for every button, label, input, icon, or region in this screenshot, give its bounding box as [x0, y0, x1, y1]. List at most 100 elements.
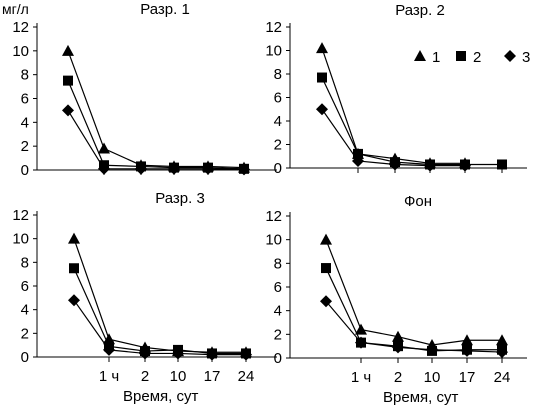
y-tick-label: 0	[274, 350, 282, 367]
y-tick-label: 10	[12, 231, 29, 248]
legend-marker-square	[456, 51, 466, 61]
series-line	[321, 77, 502, 166]
y-tick-label: 4	[21, 302, 29, 319]
data-point-diamond	[168, 162, 180, 175]
legend-marker-triangle	[414, 50, 426, 61]
data-point-diamond	[496, 346, 508, 359]
series-line	[73, 299, 246, 356]
data-point-square	[321, 263, 331, 274]
series-line	[67, 80, 245, 170]
data-point-diamond	[62, 104, 74, 117]
data-point-diamond	[392, 341, 404, 354]
data-point-diamond	[316, 103, 328, 116]
data-point-triangle	[320, 233, 332, 245]
data-point-diamond	[459, 159, 471, 172]
data-point-diamond	[389, 158, 401, 171]
y-tick-label: 6	[21, 278, 29, 295]
series-line	[67, 50, 245, 169]
data-point-diamond	[424, 159, 436, 172]
data-point-triangle	[316, 42, 328, 54]
x-tick-label: 17	[459, 369, 476, 386]
data-point-diamond	[352, 154, 364, 167]
y-tick-label: 4	[274, 303, 282, 320]
x-axis-title: Время, сут	[123, 388, 198, 405]
y-tick-label: 8	[274, 255, 282, 272]
data-point-triangle	[98, 142, 110, 154]
x-tick-label: 2	[141, 368, 149, 385]
legend-label: 1	[432, 49, 440, 66]
series-line	[321, 47, 465, 164]
data-point-diamond	[426, 343, 438, 356]
chart-panel: Разр. 1 0 2 4 6 8 10 12	[12, 1, 277, 179]
data-point-diamond	[240, 348, 252, 361]
y-tick-label: 6	[21, 91, 29, 108]
y-tick-label: 2	[274, 137, 282, 154]
data-point-triangle	[392, 330, 404, 342]
y-tick-label: 0	[21, 349, 29, 366]
y-tick-label: 8	[21, 254, 29, 271]
x-axis-title: Время, сут	[383, 389, 458, 406]
data-point-square	[63, 75, 73, 86]
x-tick-label: 24	[238, 368, 255, 385]
x-tick-label: 10	[170, 368, 187, 385]
data-point-triangle	[62, 44, 74, 56]
series-line	[325, 300, 503, 353]
data-point-square	[317, 72, 327, 83]
data-point-diamond	[135, 162, 147, 175]
y-tick-label: 0	[21, 162, 29, 179]
y-tick-label: 10	[12, 43, 29, 60]
data-point-diamond	[206, 348, 218, 361]
x-tick-label: 1 ч	[99, 368, 119, 385]
y-tick-label: 4	[21, 114, 29, 131]
data-point-square	[353, 148, 363, 159]
data-point-triangle	[355, 323, 367, 335]
data-point-diamond	[103, 343, 115, 356]
data-point-diamond	[320, 295, 332, 308]
series-line	[73, 268, 246, 355]
data-point-diamond	[202, 162, 214, 175]
data-point-triangle	[461, 334, 473, 346]
panel-title: Фон	[404, 193, 432, 210]
y-tick-label: 12	[12, 207, 29, 224]
panel-title: Разр. 3	[155, 190, 205, 207]
data-point-diamond	[238, 163, 250, 176]
x-tick-label: 17	[204, 368, 221, 385]
x-tick-label: 1 ч	[351, 369, 371, 386]
y-tick-label: 10	[265, 43, 282, 60]
y-tick-label: 2	[274, 326, 282, 343]
legend-label: 3	[522, 49, 530, 66]
y-tick-label: 12	[265, 19, 282, 36]
legend-marker-diamond	[504, 50, 516, 62]
panel-title: Разр. 2	[395, 2, 445, 19]
y-tick-label: 2	[21, 325, 29, 342]
data-point-diamond	[461, 344, 473, 357]
y-tick-label: 2	[21, 138, 29, 155]
y-tick-label: 8	[21, 67, 29, 84]
y-tick-label: 8	[274, 66, 282, 83]
data-point-diamond	[172, 347, 184, 360]
series-line	[67, 110, 245, 171]
y-tick-label: 6	[274, 90, 282, 107]
y-tick-label: 0	[274, 160, 282, 177]
y-tick-label: 4	[274, 113, 282, 130]
data-point-square	[69, 263, 79, 274]
x-tick-label: 10	[424, 369, 441, 386]
y-tick-label: 6	[274, 279, 282, 296]
y-tick-label: 12	[12, 19, 29, 36]
legend-label: 2	[473, 49, 481, 66]
series-line	[325, 267, 502, 352]
data-point-triangle	[496, 334, 508, 346]
data-point-triangle	[68, 232, 80, 244]
data-point-diamond	[355, 336, 367, 349]
data-point-diamond	[98, 162, 110, 175]
y-tick-label: 10	[265, 232, 282, 249]
data-point-diamond	[139, 347, 151, 360]
x-tick-label: 2	[394, 369, 402, 386]
x-tick-label: 24	[494, 369, 511, 386]
panel-title: Разр. 1	[140, 1, 190, 18]
series-line	[73, 238, 246, 353]
